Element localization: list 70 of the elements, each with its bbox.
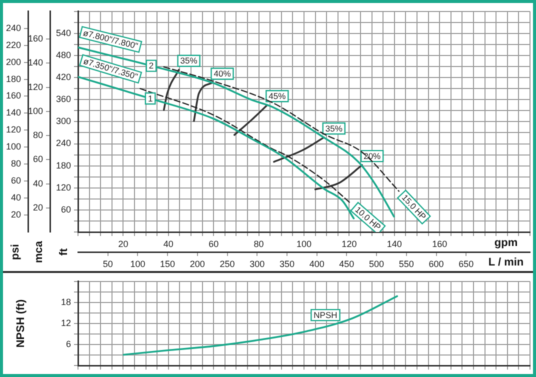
y-tick-label: 480 bbox=[56, 50, 71, 60]
x-tick-label: 120 bbox=[342, 238, 357, 249]
y-tick-label: 18 bbox=[60, 296, 71, 307]
series-label: 35% bbox=[180, 56, 198, 66]
y-tick-label: 12 bbox=[60, 318, 71, 328]
x2-tick-label: 50 bbox=[102, 258, 113, 269]
y3-tick-label: 20 bbox=[10, 210, 21, 220]
y-tick-label: 6 bbox=[66, 339, 71, 350]
x2-tick-label: 250 bbox=[220, 258, 235, 269]
y3-tick-label: 180 bbox=[6, 74, 21, 84]
text: 15.0 HP bbox=[400, 192, 428, 222]
x-tick-label: 100 bbox=[296, 238, 312, 249]
x-tick-label: 20 bbox=[118, 238, 128, 249]
y3-tick-label: 160 bbox=[6, 90, 21, 101]
series-label: 45% bbox=[268, 91, 286, 101]
x2-tick-label: 200 bbox=[190, 258, 205, 269]
y3-tick-label: 80 bbox=[10, 158, 21, 169]
line-series bbox=[122, 295, 398, 356]
y-tick-label: 120 bbox=[56, 182, 71, 192]
y2-tick-label: 100 bbox=[28, 106, 43, 116]
y-tick-label: 300 bbox=[56, 116, 71, 126]
x2-tick-label: 400 bbox=[309, 258, 324, 269]
y2-tick-label: 160 bbox=[28, 34, 43, 44]
y-tick-label: 180 bbox=[56, 160, 71, 170]
y2-tick-label: 40 bbox=[32, 178, 43, 188]
y3-tick-label: 60 bbox=[10, 176, 21, 186]
x2-tick-label: 550 bbox=[398, 258, 414, 269]
x-tick-label: 80 bbox=[254, 238, 264, 249]
y3-tick-label: 240 bbox=[6, 22, 21, 33]
y3-tick-label: 140 bbox=[6, 108, 21, 118]
x2-axis-title: L / min bbox=[488, 256, 524, 269]
y2-tick-label: 120 bbox=[28, 82, 43, 92]
y2-tick-label: 20 bbox=[32, 202, 43, 212]
y2-tick-label: 140 bbox=[28, 58, 43, 68]
x-tick-label: 60 bbox=[208, 238, 219, 249]
series-label: 35% bbox=[325, 123, 343, 134]
x2-tick-label: 150 bbox=[160, 258, 176, 269]
y-tick-label: 360 bbox=[56, 94, 71, 104]
x2-tick-label: 300 bbox=[250, 258, 265, 269]
x2-tick-label: 500 bbox=[369, 258, 384, 269]
y2-axis-title: mca bbox=[33, 240, 46, 264]
y2-tick-label: 60 bbox=[32, 154, 43, 164]
text: 10.0 HP bbox=[353, 204, 384, 232]
series-label: 20% bbox=[364, 150, 382, 161]
y3-tick-label: 200 bbox=[6, 56, 21, 67]
x2-tick-label: 600 bbox=[428, 258, 444, 269]
x2-tick-label: 100 bbox=[130, 258, 146, 269]
x-tick-label: 160 bbox=[432, 238, 448, 249]
annotation: 1 bbox=[148, 93, 153, 104]
y3-axis-title: psi bbox=[10, 244, 22, 260]
x2-tick-label: 450 bbox=[339, 258, 354, 269]
y2-tick-label: 80 bbox=[32, 130, 43, 140]
x2-tick-label: 350 bbox=[279, 258, 294, 269]
y-tick-label: 60 bbox=[60, 204, 71, 214]
y3-tick-label: 120 bbox=[6, 124, 21, 135]
annotation: NPSH bbox=[314, 310, 338, 320]
y-tick-label: 420 bbox=[56, 72, 71, 82]
y3-tick-label: 40 bbox=[10, 192, 21, 203]
y-tick-label: 540 bbox=[56, 28, 71, 38]
y-tick-label: 240 bbox=[56, 138, 71, 148]
y3-tick-label: 100 bbox=[6, 142, 21, 152]
x-tick-label: 40 bbox=[163, 238, 174, 249]
x2-tick-label: 650 bbox=[458, 258, 474, 269]
annotation: 2 bbox=[148, 60, 154, 71]
y3-tick-label: 220 bbox=[6, 40, 21, 50]
series-label: 40% bbox=[214, 68, 232, 79]
x-axis-title: gpm bbox=[494, 237, 518, 250]
y-axis-title: NPSH (ft) bbox=[15, 299, 28, 348]
x-tick-label: 140 bbox=[386, 238, 402, 249]
y-axis-title: ft bbox=[58, 248, 70, 256]
